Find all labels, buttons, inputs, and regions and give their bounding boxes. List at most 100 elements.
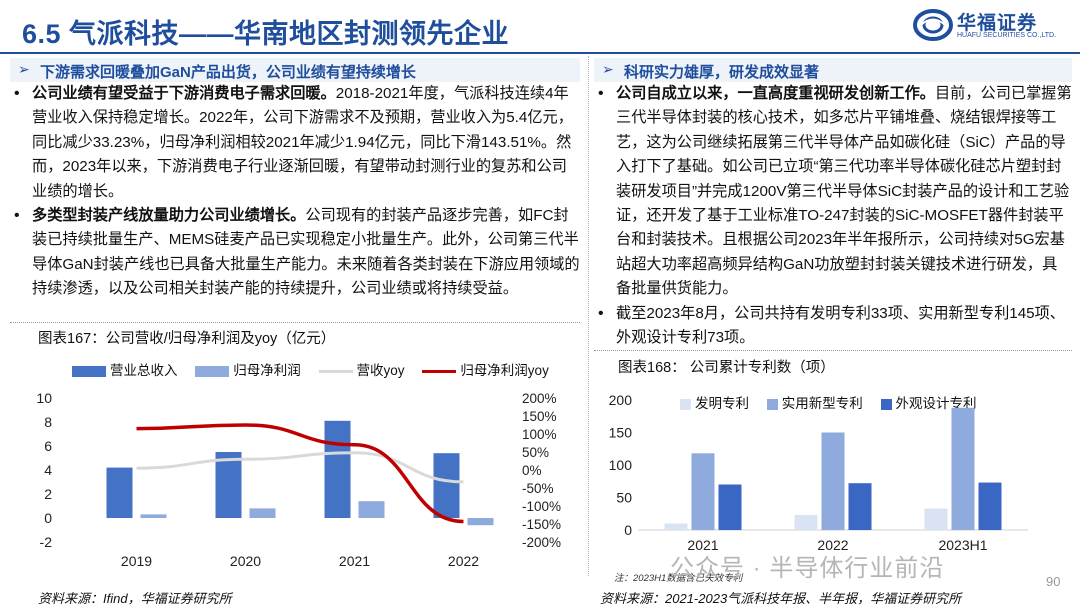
patent-chart: 0 50 100 150 200 2021 2022 2023H1 [609, 392, 1028, 553]
y-left-tick-label: 0 [44, 510, 52, 526]
left-bullet-1-text: 2018-2021年度，气派科技连续4年营业收入保持稳定增长。2022年，公司下… [32, 85, 573, 200]
legend-profit-yoy-label: 归母净利润yoy [460, 363, 549, 378]
left-source: 资料来源：Ifind，华福证券研究所 [38, 591, 232, 606]
legend-utility-label: 实用新型专利 [781, 396, 863, 411]
net-profit-bar [140, 514, 167, 518]
design-bar [848, 483, 872, 530]
legend-invention: 发明专利 [680, 392, 749, 412]
x-tick-label: 2022 [817, 537, 848, 553]
right-bullet-2-text: 截至2023年8月，公司共持有发明专利33项、实用新型专利145项、外观设计专利… [616, 304, 1065, 347]
left-bullet-1: 公司业绩有望受益于下游消费电子需求回暖。2018-2021年度，气派科技连续4年… [10, 82, 582, 204]
right-section-header: ➢ 科研实力雄厚，研发成效显著 [594, 58, 1072, 82]
y-right-tick-label: 100% [522, 427, 557, 442]
y-right-tick-label: -200% [522, 535, 561, 550]
logo-name-cn: 华福证券 [957, 13, 1038, 34]
invention-bar [794, 515, 818, 530]
legend-revenue: 营业总收入 [72, 359, 178, 379]
invention-bar [924, 508, 948, 530]
x-tick-label: 2021 [687, 537, 718, 553]
y-right-tick-label: 200% [522, 391, 557, 406]
net-profit-bar [249, 508, 276, 518]
title-underline [0, 52, 1080, 54]
right-bullet-1-bold: 公司自成立以来，一直高度重视研发创新工作。 [616, 85, 935, 102]
legend-revenue-label: 营业总收入 [110, 363, 178, 378]
utility-bar [951, 407, 975, 530]
left-bullet-2: 多类型封装产线放量助力公司业绩增长。公司现有的封装产品逐步完善，如FC封装已持续… [10, 204, 582, 302]
legend-revenue-yoy: 营收yoy [318, 359, 405, 379]
x-tick-label: 2023H1 [938, 537, 987, 553]
utility-bar [691, 453, 715, 530]
right-bullet-1: 公司自成立以来，一直高度重视研发创新工作。目前，公司已掌握第三代半导体封装的核心… [594, 82, 1072, 302]
x-tick-label: 2021 [339, 553, 370, 569]
chevron-right-icon: ➢ [18, 61, 30, 77]
net-profit-bar [358, 501, 385, 518]
legend-design: 外观设计专利 [880, 392, 977, 412]
revenue-bar [215, 452, 242, 518]
left-bullet-2-bold: 多类型封装产线放量助力公司业绩增长。 [32, 207, 306, 225]
y-right-tick-label: -150% [522, 517, 561, 532]
invention-bar [664, 523, 688, 530]
left-text-block: 公司业绩有望受益于下游消费电子需求回暖。2018-2021年度，气派科技连续4年… [10, 82, 582, 302]
watermark-text: 公众号 · 半导体行业前沿 [670, 555, 945, 582]
right-divider [594, 350, 1072, 351]
legend-net-profit-label: 归母净利润 [233, 363, 301, 378]
right-text-block: 公司自成立以来，一直高度重视研发创新工作。目前，公司已掌握第三代半导体封装的核心… [594, 82, 1072, 350]
legend-net-profit: 归母净利润 [195, 359, 301, 379]
y-left-tick-label: 10 [36, 390, 52, 406]
revenue-bar [106, 467, 133, 518]
legend-revenue-yoy-label: 营收yoy [356, 363, 405, 378]
y-right-tick-label: 150% [522, 409, 557, 424]
utility-bar [821, 432, 845, 530]
profit-yoy-line [136, 423, 464, 524]
y-left-tick-label: -2 [40, 534, 53, 550]
y-left-tick-label: 2 [44, 486, 52, 502]
design-bar [978, 482, 1002, 530]
y-tick-label: 100 [609, 457, 633, 473]
right-section-header-text: 科研实力雄厚，研发成效显著 [624, 64, 820, 81]
left-bullet-2-text: 公司现有的封装产品逐步完善，如FC封装已持续批量生产、MEMS硅麦产品已实现稳定… [32, 207, 580, 298]
y-tick-label: 150 [609, 425, 633, 441]
y-right-tick-label: -50% [522, 481, 554, 496]
y-tick-label: 200 [609, 392, 633, 408]
left-bullet-1-bold: 公司业绩有望受益于下游消费电子需求回暖。 [32, 85, 336, 102]
y-right-tick-label: -100% [522, 499, 561, 514]
y-right-tick-label: 50% [522, 445, 549, 460]
right-chart-legend: 发明专利 实用新型专利 外观设计专利 [680, 392, 991, 412]
right-chart-title: 图表168： 公司累计专利数（项） [618, 360, 835, 376]
logo-name-en: HUAFU SECURITIES CO.,LTD. [957, 32, 1057, 39]
revenue-bar [324, 420, 351, 518]
y-left-tick-label: 8 [44, 414, 52, 430]
legend-design-label: 外观设计专利 [895, 396, 977, 411]
x-tick-label: 2019 [121, 553, 152, 569]
page-title: 6.5 气派科技——华南地区封测领先企业 [22, 19, 510, 49]
company-logo: 华福证券 HUAFU SECURITIES CO.,LTD. [913, 6, 1063, 46]
revenue-bar [433, 453, 460, 518]
left-chart-legend: 营业总收入 归母净利润 营收yoy 归母净利润yoy [72, 359, 563, 379]
legend-invention-label: 发明专利 [695, 396, 749, 411]
net-profit-bar [467, 518, 494, 526]
left-divider [10, 322, 580, 323]
logo-icon [913, 9, 953, 41]
revenue-yoy-line [136, 451, 464, 484]
right-bullet-1-text: 目前，公司已掌握第三代半导体封装的核心技术，如多芯片平铺堆叠、烧结银焊接等工艺，… [616, 85, 1072, 298]
y-left-tick-label: 4 [44, 462, 52, 478]
left-section-header: ➢ 下游需求回暖叠加GaN产品出货，公司业绩有望持续增长 [10, 58, 580, 82]
right-chart-note: 注：2023H1数据含已失效专利 [614, 573, 743, 584]
right-bullet-2: 截至2023年8月，公司共持有发明专利33项、实用新型专利145项、外观设计专利… [594, 302, 1072, 351]
x-tick-label: 2020 [230, 553, 261, 569]
right-source: 资料来源：2021-2023气派科技年报、半年报，华福证券研究所 [600, 591, 962, 606]
y-tick-label: 0 [624, 522, 632, 538]
y-tick-label: 50 [616, 490, 632, 506]
design-bar [718, 484, 742, 530]
revenue-profit-chart: -2 0 2 4 6 8 10 -200% -150% -100% -50% 0% 50% 100% 150… [36, 390, 561, 569]
column-separator [588, 56, 589, 576]
left-chart-title: 图表167：公司营收/归母净利润及yoy（亿元） [38, 331, 336, 347]
legend-utility: 实用新型专利 [766, 392, 863, 412]
y-right-tick-label: 0% [522, 463, 542, 478]
chevron-right-icon: ➢ [602, 61, 614, 77]
page-number: 90 [1046, 574, 1061, 589]
legend-profit-yoy: 归母净利润yoy [422, 359, 549, 379]
y-left-tick-label: 6 [44, 438, 52, 454]
x-tick-label: 2022 [448, 553, 479, 569]
left-section-header-text: 下游需求回暖叠加GaN产品出货，公司业绩有望持续增长 [40, 64, 416, 81]
